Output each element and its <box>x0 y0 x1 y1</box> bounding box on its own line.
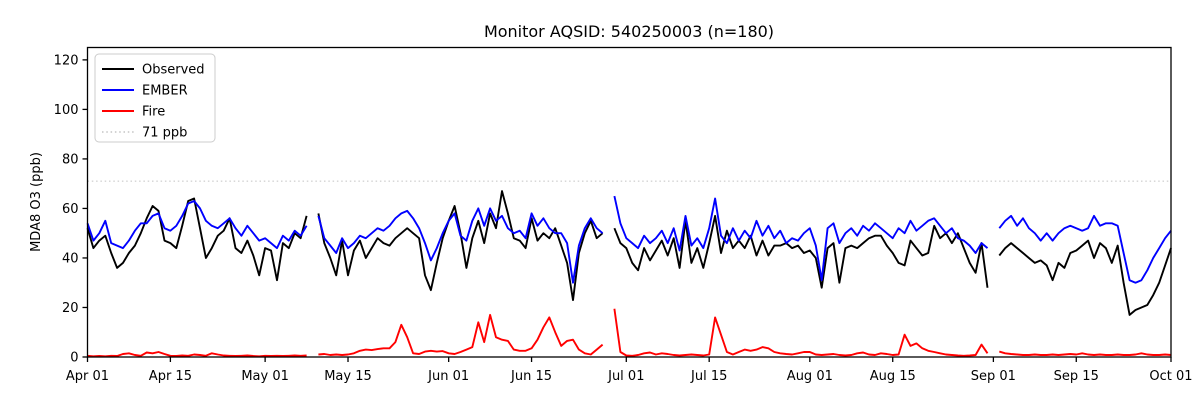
series-line-fire <box>87 351 307 358</box>
y-axis-ticks: 0 20 40 60 80 100 120 <box>54 53 88 366</box>
y-tick-label: 80 <box>62 152 79 167</box>
legend-label: Observed <box>142 63 205 78</box>
y-tick-label: 0 <box>70 351 78 366</box>
legend-label: Fire <box>142 105 165 120</box>
y-tick-label: 40 <box>62 251 79 266</box>
x-tick-label: Aug 01 <box>787 369 833 384</box>
series-line-observed <box>86 197 308 282</box>
legend-label: 71 ppb <box>142 126 187 141</box>
legend-item-ember: EMBER <box>102 84 188 99</box>
series-line-ember <box>998 214 1172 284</box>
series-line-ember <box>613 195 989 282</box>
series-line-observed <box>998 239 1172 316</box>
x-tick-label: Aug 15 <box>870 369 916 384</box>
data-series <box>86 190 1172 358</box>
series-line-ember <box>86 200 308 250</box>
series-line-ember <box>317 207 604 284</box>
y-tick-label: 120 <box>54 53 79 68</box>
series-line-fire <box>613 308 989 357</box>
legend-label: EMBER <box>142 84 188 99</box>
legend-box <box>94 53 216 143</box>
x-tick-label: Oct 01 <box>1149 369 1192 384</box>
x-tick-label: May 15 <box>324 369 372 384</box>
x-tick-label: Jun 15 <box>510 369 552 384</box>
series-line-fire <box>999 350 1172 356</box>
x-axis-ticks: Apr 01 Apr 15 May 01 May 15 Jun 01 Jun 15 Jul … <box>66 357 1193 384</box>
legend: Observed EMBER Fire 71 ppb <box>94 53 216 143</box>
y-tick-label: 60 <box>62 202 79 217</box>
x-tick-label: May 01 <box>241 369 289 384</box>
x-tick-label: Jun 01 <box>427 369 469 384</box>
x-tick-label: Apr 01 <box>66 369 109 384</box>
x-tick-label: Apr 15 <box>149 369 192 384</box>
y-tick-label: 100 <box>54 103 79 118</box>
x-tick-label: Sep 01 <box>971 369 1016 384</box>
x-tick-label: Jul 01 <box>607 369 644 384</box>
legend-item-observed: Observed <box>102 63 205 78</box>
x-tick-label: Jul 15 <box>690 369 727 384</box>
x-tick-label: Sep 15 <box>1054 369 1099 384</box>
series-line-observed <box>317 190 604 302</box>
legend-item-71-ppb: 71 ppb <box>102 126 187 141</box>
chart-title: Monitor AQSID: 540250003 (n=180) <box>484 22 774 41</box>
y-tick-label: 20 <box>62 301 79 316</box>
y-axis-label: MDA8 O3 (ppb) <box>29 152 44 252</box>
series-line-fire <box>318 313 604 356</box>
plot-area-border <box>86 46 1172 358</box>
series-line-observed <box>613 214 989 289</box>
legend-item-fire: Fire <box>102 105 165 120</box>
